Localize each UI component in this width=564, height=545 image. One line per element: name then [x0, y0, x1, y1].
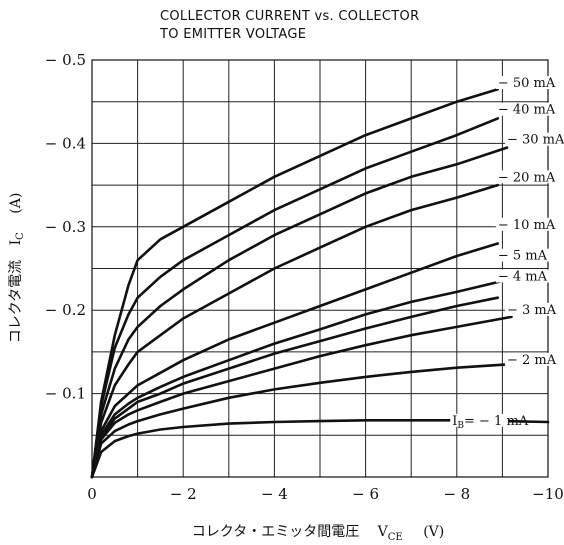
plot-frame [91, 59, 549, 478]
series-line [90, 296, 500, 479]
curve-label-dash: − [498, 103, 513, 118]
x-axis-label-text: コレクタ・エミッタ間電圧 [192, 524, 359, 540]
x-axis-label: コレクタ・エミッタ間電圧 VCE (V) [192, 524, 444, 544]
curve-label-value: 5 mA [513, 249, 548, 264]
curve-label-dash: − [498, 170, 513, 185]
curve-label: − 20 mA [498, 170, 556, 185]
curve-label: − 40 mA [498, 103, 556, 118]
x-axis-subscript: CE [388, 532, 403, 543]
x-tick-label: −10 [532, 485, 564, 503]
curve-label-dash: − [498, 270, 513, 285]
series-line [90, 183, 500, 479]
curve-label-backdrop [495, 269, 554, 283]
curve-label-value: 3 mA [522, 303, 557, 318]
svg-text:コレクタ電流 IC (A): コレクタ電流 IC (A) [8, 193, 27, 344]
curve-label: − 3 mA [507, 303, 557, 318]
y-tick-label: − 0.3 [45, 218, 86, 236]
y-tick-label: − 0.2 [45, 301, 86, 319]
x-tick-label: − 2 [170, 485, 197, 503]
curve-label-value: 10 mA [513, 218, 556, 233]
y-axis-symbol: I [8, 240, 24, 246]
curve-label: − 5 mA [498, 249, 548, 264]
series-line [90, 418, 550, 479]
y-tick-label: − 0.5 [45, 51, 86, 69]
curve-label-value: 4 mA [513, 270, 548, 285]
curve-label-value: 30 mA [522, 133, 564, 148]
curve-label-value: 2 mA [522, 353, 557, 368]
series-line [90, 117, 500, 479]
x-tick-label: − 8 [443, 485, 470, 503]
curve-label-backdrop [495, 76, 554, 90]
curve-label: − 10 mA [498, 218, 556, 233]
x-tick-label: − 6 [352, 485, 379, 503]
curves [90, 87, 550, 479]
curve-label-backdrop [504, 132, 563, 146]
svg-text:コレクタ・エミッタ間電圧 VCE (: コレクタ・エミッタ間電圧 VCE (V) [192, 524, 444, 544]
chart-title: COLLECTOR CURRENT vs. COLLECTOR TO EMITT… [159, 9, 419, 42]
curve-label-backdrop [450, 413, 509, 427]
series-line [90, 146, 509, 479]
title-line-1: COLLECTOR CURRENT vs. COLLECTOR [160, 9, 419, 24]
curve-label-dash: − [498, 76, 513, 91]
y-tick-label: − 0.1 [45, 385, 86, 403]
curve-label: − 2 mA [507, 353, 557, 368]
y-axis-unit: (A) [8, 193, 24, 214]
curve-label-backdrop [504, 352, 563, 366]
curve-label-subscript: B [457, 421, 464, 431]
curve-label-backdrop [495, 217, 554, 231]
grid [92, 60, 548, 477]
curve-label: − 50 mA [498, 76, 556, 91]
curve-label-dash: − [507, 303, 522, 318]
curve-label: − 4 mA [498, 270, 548, 285]
tick-labels: 0 − 2 − 4 − 6 − 8 −10 − 0.1 − 0.2 − 0.3 − 0.4 − 0.… [45, 51, 564, 503]
y-axis-label-text: コレクタ電流 [8, 260, 24, 343]
curve-label-value: = − 1 mA [464, 414, 529, 429]
y-tick-label: − 0.4 [45, 134, 86, 152]
y-axis-subscript: C [15, 232, 26, 240]
curve-label: − 30 mA [507, 133, 564, 148]
curve-label-dash: − [498, 218, 513, 233]
curve-label-value: 50 mA [513, 76, 556, 91]
curve-label-backdrop [495, 170, 554, 184]
x-tick-label: 0 [87, 485, 97, 503]
curve-label-dash: − [498, 249, 513, 264]
series-line [90, 87, 500, 479]
curve-label-backdrop [504, 302, 563, 316]
series-line [90, 315, 513, 479]
curve-label-symbol: I [452, 414, 457, 429]
series-line [90, 363, 509, 479]
curve-label-backdrop [495, 248, 554, 262]
curve-label: IB= − 1 mA [452, 414, 529, 431]
title-line-2: TO EMITTER VOLTAGE [159, 27, 306, 42]
y-axis-label: コレクタ電流 IC (A) [8, 193, 27, 344]
curve-label-dash: − [507, 133, 522, 148]
x-axis-unit: (V) [423, 524, 444, 540]
series-line [90, 279, 504, 479]
curve-label-value: 20 mA [513, 170, 556, 185]
series-line [90, 242, 500, 479]
curve-label-backdrop [495, 102, 554, 116]
curve-labels: − 50 mA− 40 mA− 30 mA− 20 mA− 10 mA− 5 m… [450, 76, 564, 431]
curve-label-dash: − [507, 353, 522, 368]
curve-label-value: 40 mA [513, 103, 556, 118]
x-axis-symbol: V [377, 524, 389, 540]
x-tick-label: − 4 [261, 485, 288, 503]
